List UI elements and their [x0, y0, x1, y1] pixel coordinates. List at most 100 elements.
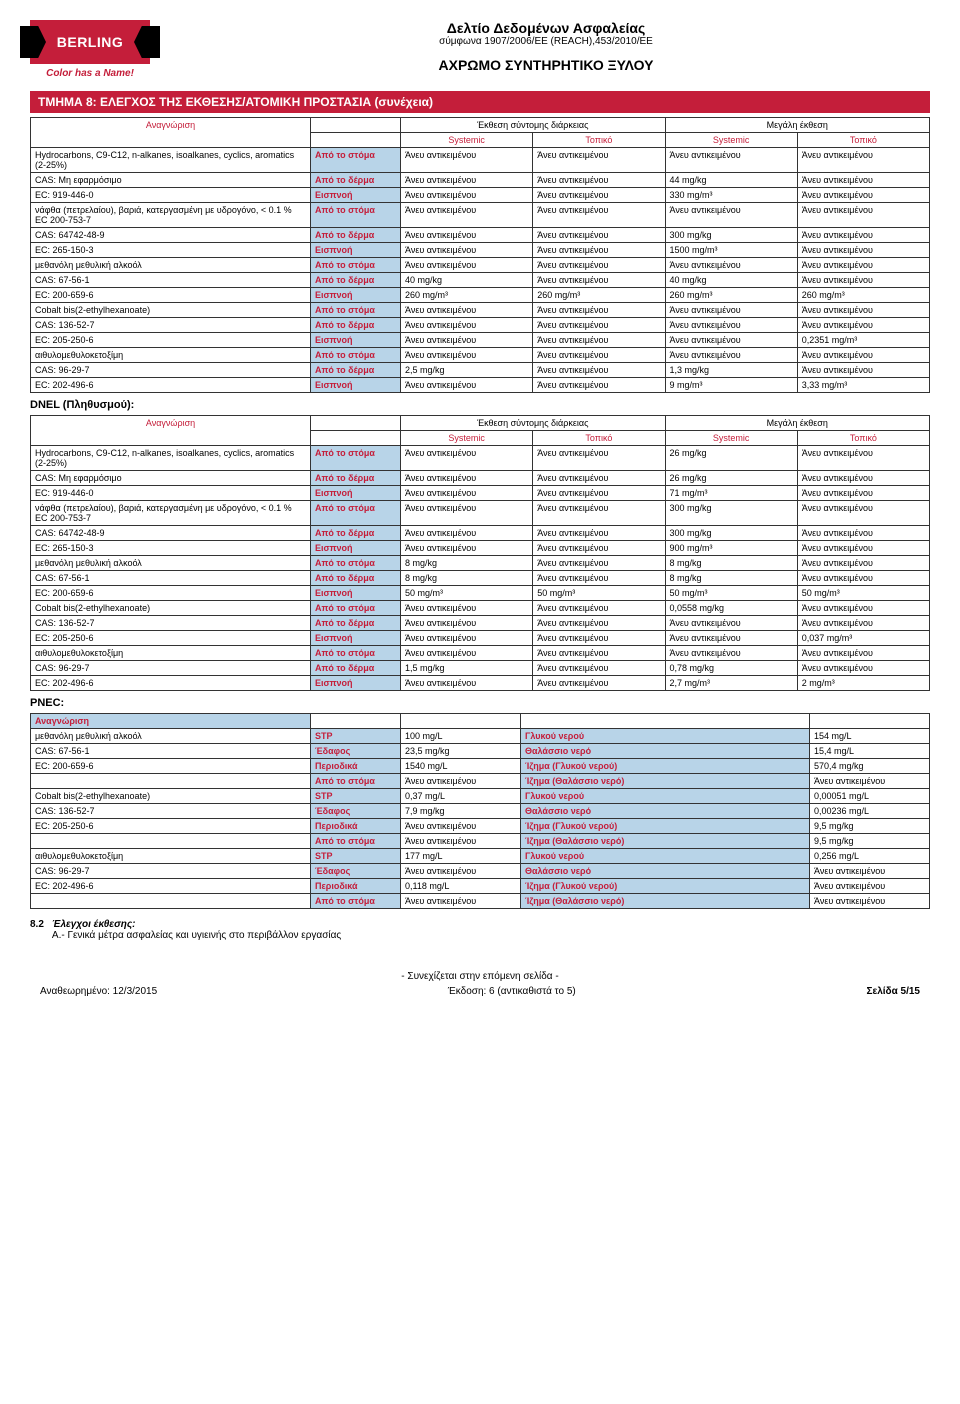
value-cell: Άνευ αντικειμένου: [533, 526, 665, 541]
table-row: αιθυλομεθυλοκετοξίμηΑπό το στόμαΆνευ αντ…: [31, 348, 930, 363]
table-row: CAS: 67-56-1Από το δέρμα8 mg/kgΆνευ αντι…: [31, 571, 930, 586]
col-local: Τοπικό: [797, 133, 929, 148]
col-local: Τοπικό: [533, 431, 665, 446]
value-cell: 1500 mg/m³: [665, 243, 797, 258]
route-cell: Εισπνοή: [311, 333, 401, 348]
table-row: CAS: 96-29-7Από το δέρμα1,5 mg/kgΆνευ αν…: [31, 661, 930, 676]
table-row: EC: 265-150-3ΕισπνοήΆνευ αντικειμένουΆνε…: [31, 541, 930, 556]
table-row: CAS: 96-29-7ΈδαφοςΆνευ αντικειμένουΘαλάσ…: [31, 864, 930, 879]
value-cell: Άνευ αντικειμένου: [401, 378, 533, 393]
value-cell: Άνευ αντικειμένου: [533, 676, 665, 691]
value-cell: Άνευ αντικειμένου: [533, 173, 665, 188]
value-cell: Άνευ αντικειμένου: [797, 173, 929, 188]
value-cell: 0,037 mg/m³: [797, 631, 929, 646]
col-long-exposure: Μεγάλη έκθεση: [665, 118, 930, 133]
substance-name: αιθυλομεθυλοκετοξίμη: [31, 646, 311, 661]
col-short-exposure: Έκθεση σύντομης διάρκειας: [401, 416, 666, 431]
value-cell: Άνευ αντικειμένου: [797, 526, 929, 541]
value-cell: Άνευ αντικειμένου: [533, 303, 665, 318]
substance-name: Cobalt bis(2-ethylhexanoate): [31, 789, 311, 804]
table-row: EC: 919-446-0ΕισπνοήΆνευ αντικειμένουΆνε…: [31, 188, 930, 203]
substance-id: EC: 200-659-6: [31, 586, 311, 601]
route-cell: Από το στόμα: [311, 348, 401, 363]
substance-id: EC: 205-250-6: [31, 819, 311, 834]
value-cell: Άνευ αντικειμένου: [401, 333, 533, 348]
substance-name: Cobalt bis(2-ethylhexanoate): [31, 601, 311, 616]
table-row: CAS: Μη εφαρμόσιμοΑπό το δέρμαΆνευ αντικ…: [31, 471, 930, 486]
route-cell: Από το δέρμα: [311, 571, 401, 586]
value-cell: Άνευ αντικειμένου: [533, 333, 665, 348]
table-row: Hydrocarbons, C9-C12, n-alkanes, isoalka…: [31, 446, 930, 471]
footer-continuation: - Συνεχίζεται στην επόμενη σελίδα -: [30, 971, 930, 982]
table-row: αιθυλομεθυλοκετοξίμηSTP177 mg/LΓλυκού νε…: [31, 849, 930, 864]
value-cell: Άνευ αντικειμένου: [401, 819, 521, 834]
route-cell: Από το στόμα: [311, 446, 401, 471]
substance-id: EC: 265-150-3: [31, 541, 311, 556]
value-cell: Άνευ αντικειμένου: [401, 864, 521, 879]
value-cell: 2,5 mg/kg: [401, 363, 533, 378]
value-cell: 0,2351 mg/m³: [797, 333, 929, 348]
route-cell: Εισπνοή: [311, 243, 401, 258]
value-cell: Άνευ αντικειμένου: [665, 258, 797, 273]
value-cell: Άνευ αντικειμένου: [533, 446, 665, 471]
col-ident: Αναγνώριση: [31, 118, 311, 148]
substance-id: CAS: 136-52-7: [31, 616, 311, 631]
value-cell: Άνευ αντικειμένου: [533, 646, 665, 661]
value-cell: Άνευ αντικειμένου: [401, 148, 533, 173]
table-row: Από το στόμα Άνευ αντικειμένουΊζημα (Θαλά…: [31, 774, 930, 789]
logo-block: BERLING Color has a Name!: [30, 20, 150, 79]
value-cell: Άνευ αντικειμένου: [533, 541, 665, 556]
route-cell: Από το δέρμα: [311, 173, 401, 188]
value-cell: 0,256 mg/L: [810, 849, 930, 864]
table-row: Cobalt bis(2-ethylhexanoate)Από το στόμα…: [31, 303, 930, 318]
tagline: Color has a Name!: [46, 68, 134, 79]
substance-id: EC: 200-659-6: [31, 759, 311, 774]
sec82-line: A.- Γενικά μέτρα ασφαλείας και υγιεινής …: [52, 930, 341, 941]
value-cell: Άνευ αντικειμένου: [797, 348, 929, 363]
col-local: Τοπικό: [797, 431, 929, 446]
substance-name: μεθανόλη μεθυλική αλκοόλ: [31, 729, 311, 744]
value-cell: Άνευ αντικειμένου: [665, 148, 797, 173]
value-cell: Άνευ αντικειμένου: [401, 243, 533, 258]
document-header: BERLING Color has a Name! Δελτίο Δεδομέν…: [30, 20, 930, 79]
value-cell: Άνευ αντικειμένου: [797, 203, 929, 228]
substance-id: CAS: 67-56-1: [31, 571, 311, 586]
value-cell: 300 mg/kg: [665, 526, 797, 541]
footer: - Συνεχίζεται στην επόμενη σελίδα - Αναθ…: [30, 971, 930, 997]
value-cell: 330 mg/m³: [665, 188, 797, 203]
table-row: μεθανόλη μεθυλική αλκοόλΑπό το στόμα8 mg…: [31, 556, 930, 571]
route-cell: Από το δέρμα: [311, 661, 401, 676]
value-cell: Άνευ αντικειμένου: [797, 571, 929, 586]
substance-id: CAS: Μη εφαρμόσιμο: [31, 173, 311, 188]
value-cell: 44 mg/kg: [665, 173, 797, 188]
value-cell: Άνευ αντικειμένου: [797, 486, 929, 501]
table-row: EC: 200-659-6Εισπνοή50 mg/m³50 mg/m³50 m…: [31, 586, 930, 601]
table-row: CAS: 136-52-7Από το δέρμαΆνευ αντικειμέν…: [31, 318, 930, 333]
value-cell: Άνευ αντικειμένου: [401, 894, 521, 909]
substance-name: αιθυλομεθυλοκετοξίμη: [31, 849, 311, 864]
compartment-cell: Ίζημα (Θαλάσσιο νερό): [521, 774, 810, 789]
sec82-number: 8.2: [30, 919, 44, 941]
footer-page: Σελίδα 5/15: [866, 986, 920, 997]
value-cell: 50 mg/m³: [797, 586, 929, 601]
value-cell: 40 mg/kg: [401, 273, 533, 288]
substance-id: CAS: 67-56-1: [31, 744, 311, 759]
brand-name: BERLING: [57, 34, 124, 50]
route-cell: Από το στόμα: [311, 774, 401, 789]
value-cell: Άνευ αντικειμένου: [810, 774, 930, 789]
value-cell: 260 mg/m³: [401, 288, 533, 303]
table-row: CAS: Μη εφαρμόσιμοΑπό το δέρμα Άνευ αντικ…: [31, 173, 930, 188]
table-row: EC: 919-446-0ΕισπνοήΆνευ αντικειμένουΆνε…: [31, 486, 930, 501]
table-row: CAS: 64742-48-9Από το δέρμαΆνευ αντικειμ…: [31, 526, 930, 541]
substance-id: EC: 202-496-6: [31, 676, 311, 691]
value-cell: Άνευ αντικειμένου: [401, 646, 533, 661]
value-cell: Άνευ αντικειμένου: [401, 348, 533, 363]
value-cell: Άνευ αντικειμένου: [797, 556, 929, 571]
value-cell: Άνευ αντικειμένου: [401, 318, 533, 333]
value-cell: Άνευ αντικειμένου: [797, 303, 929, 318]
product-title: ΑΧΡΩΜΟ ΣΥΝΤΗΡΗΤΙΚΟ ΞΥΛΟΥ: [162, 57, 930, 73]
doc-subtitle: σύμφωνα 1907/2006/EE (REACH),453/2010/EE: [162, 36, 930, 47]
route-cell: Από το στόμα: [311, 601, 401, 616]
table-row: EC: 200-659-6Περιοδικά1540 mg/LΊζημα (Γλ…: [31, 759, 930, 774]
compartment-cell: Θαλάσσιο νερό: [521, 864, 810, 879]
